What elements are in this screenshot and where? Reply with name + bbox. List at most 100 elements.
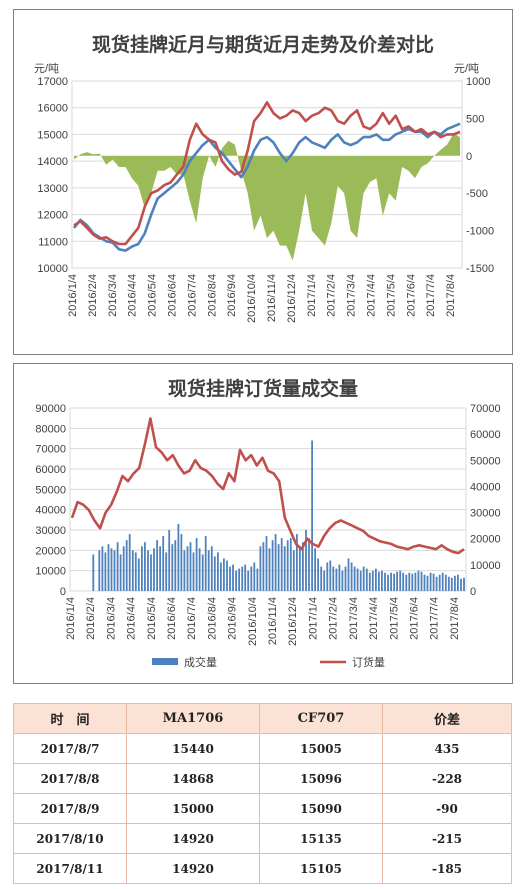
x-tick-label: 2016/8/4 [206, 597, 218, 640]
bar [359, 570, 362, 591]
x-tick-label: 2016/10/4 [246, 274, 258, 323]
bar [104, 552, 107, 591]
bar [457, 574, 459, 591]
y-left-tick-label: 70000 [35, 444, 66, 456]
price-spread-chart: 现货挂牌近月与期货近月走势及价差对比 10000 11000 12000 13000 1… [13, 9, 513, 355]
y-left-tick-label: 17000 [37, 76, 68, 88]
bar [405, 574, 408, 591]
bar [250, 566, 253, 591]
chart1-title: 现货挂牌近月与期货近月走势及价差对比 [91, 34, 434, 56]
x-tick-label: 2016/4/4 [127, 274, 139, 317]
bar [192, 552, 195, 591]
y-right-unit-label: 元/吨 [454, 62, 479, 75]
bar [253, 562, 256, 591]
bar [299, 546, 301, 591]
bar [435, 576, 438, 591]
bar [116, 542, 119, 591]
bar [296, 534, 298, 591]
cell-date: 2017/8/11 [13, 853, 127, 884]
bar [454, 575, 456, 592]
bar [426, 575, 429, 592]
x-tick-label: 2016/9/4 [227, 597, 239, 640]
y-left-tick-label: 10000 [37, 263, 68, 275]
bar [174, 540, 177, 591]
y-left-tick-label: 60000 [35, 464, 66, 476]
bar [147, 550, 149, 591]
bar [134, 552, 137, 591]
bar [259, 546, 262, 591]
x-tick-label: 2017/6/4 [405, 274, 417, 317]
chart1-svg: 1000011000120001300014000150001600017000… [34, 62, 494, 323]
y-left-unit-label: 元/吨 [34, 62, 59, 75]
table-row: 2017/8/7 15440 15005 435 [13, 733, 512, 764]
y-right-tick-label: 70000 [470, 403, 501, 415]
y-right-tick-label: 0 [470, 586, 476, 598]
bar [186, 546, 189, 591]
x-tick-label: 2016/2/4 [85, 597, 97, 640]
cell-ma: 14868 [126, 763, 260, 794]
bar [311, 440, 313, 591]
bar [107, 544, 110, 591]
y-right-tick-label: 40000 [470, 481, 501, 493]
bar [362, 566, 365, 591]
y-left-tick-label: 11000 [38, 236, 68, 248]
y-right-tick-label: -1500 [466, 263, 494, 275]
bar [113, 550, 116, 591]
bar [441, 572, 444, 591]
bar [408, 572, 411, 591]
bar [110, 548, 113, 591]
legend-label-orders: 订货量 [352, 655, 385, 669]
cell-cf: 15005 [259, 733, 383, 764]
bar [375, 568, 377, 591]
bar [308, 538, 310, 591]
bar [292, 550, 295, 591]
bar [341, 570, 344, 591]
bar [128, 534, 131, 591]
bar [411, 573, 414, 591]
x-tick-label: 2017/8/4 [449, 597, 461, 640]
x-tick-label: 2016/7/4 [186, 597, 198, 640]
bar [195, 538, 198, 591]
bar [463, 577, 465, 591]
bar [347, 558, 350, 591]
x-tick-label: 2016/5/4 [147, 274, 159, 317]
bar [156, 540, 158, 591]
x-tick-label: 2016/8/4 [206, 274, 218, 317]
x-tick-label: 2016/1/4 [65, 597, 77, 640]
bar [125, 540, 128, 591]
bar [280, 538, 283, 591]
bar [344, 566, 347, 591]
chart2-title: 现货挂牌订货量成交量 [167, 378, 358, 400]
bar [213, 556, 216, 591]
y-left-tick-label: 20000 [35, 545, 66, 557]
x-tick-label: 2016/3/4 [105, 597, 117, 640]
bar [371, 570, 374, 591]
cell-spread: -228 [382, 763, 512, 794]
th-cf: CF707 [259, 703, 383, 734]
bar [137, 558, 140, 591]
cell-date: 2017/8/7 [13, 733, 127, 764]
cell-spread: -90 [382, 793, 512, 824]
bar [368, 572, 371, 591]
th-time: 时 间 [13, 703, 127, 734]
bar [207, 550, 210, 591]
bar [393, 573, 395, 591]
cell-cf: 15090 [259, 793, 383, 824]
y-right-tick-label: 60000 [470, 429, 501, 441]
cell-spread: 435 [382, 733, 512, 764]
bar [283, 546, 286, 591]
y-left-tick-label: 0 [60, 586, 66, 598]
x-tick-label: 2017/6/4 [408, 597, 420, 640]
cell-cf: 15096 [259, 763, 383, 794]
x-tick-label: 2016/12/4 [287, 597, 299, 646]
bar [429, 572, 432, 591]
series-line-1 [70, 417, 465, 555]
series-line-1 [72, 122, 461, 252]
x-tick-label: 2016/2/4 [87, 274, 99, 317]
bar [204, 536, 207, 591]
series-area-0 [74, 133, 460, 261]
bar [320, 566, 323, 591]
bar [232, 564, 234, 591]
bar [399, 570, 402, 591]
bar [265, 536, 268, 591]
